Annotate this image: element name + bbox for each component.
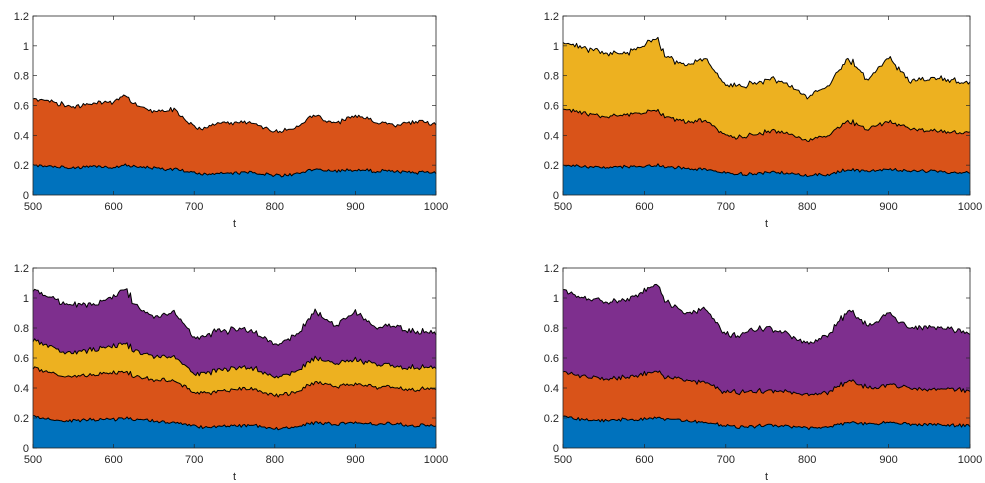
y-tick-label: 0.6 <box>544 353 559 365</box>
area-series-1 <box>33 163 436 195</box>
x-axis-label: t <box>765 218 768 230</box>
x-tick-label: 600 <box>635 454 653 466</box>
y-tick-label: 0.4 <box>544 383 559 395</box>
x-tick-label: 500 <box>554 454 572 466</box>
area-series-2 <box>563 370 970 430</box>
x-tick-label: 1000 <box>424 454 448 466</box>
y-tick-label: 1.2 <box>14 263 29 275</box>
y-tick-label: 1 <box>553 41 559 53</box>
panel-top-left: 500 600 700 800 900 1000 0 0.2 0.4 0.6 0.8 1 1.2 t <box>14 11 449 230</box>
y-tick-label: 0.8 <box>14 71 29 83</box>
y-tick-label: 0.2 <box>14 160 29 172</box>
x-tick-label: 700 <box>717 201 735 213</box>
area-series-1 <box>33 415 436 448</box>
x-tick-label: 1000 <box>424 201 448 213</box>
y-tick-label: 0.6 <box>544 101 559 113</box>
y-tick-label: 1.2 <box>544 11 559 23</box>
area-series-3 <box>563 37 970 142</box>
y-tick-label: 0.8 <box>544 71 559 83</box>
panel-bottom-left: 500 600 700 800 900 1000 0 0.2 0.4 0.6 0.8 1 1.2 t <box>14 263 449 483</box>
x-tick-label: 700 <box>185 454 203 466</box>
x-tick-label: 600 <box>104 454 122 466</box>
series-1-boundary-line <box>562 415 971 431</box>
area-series-2 <box>33 94 436 177</box>
area-series-3 <box>563 284 970 396</box>
series-1-boundary-line <box>562 163 971 178</box>
area-series-4 <box>33 288 436 378</box>
area-series-2 <box>33 366 436 430</box>
y-tick-label: 0.2 <box>14 413 29 425</box>
x-axis-label: t <box>233 471 236 483</box>
series-3-boundary-line <box>562 36 971 100</box>
y-tick-label: 0.8 <box>14 323 29 335</box>
x-tick-label: 600 <box>104 201 122 213</box>
y-tick-label: 1.2 <box>544 263 559 275</box>
y-tick-label: 1 <box>23 41 29 53</box>
x-tick-label: 1000 <box>958 454 982 466</box>
y-tick-label: 0 <box>23 190 29 202</box>
y-tick-label: 0 <box>23 443 29 455</box>
y-tick-label: 0.4 <box>14 383 29 395</box>
x-tick-label: 500 <box>24 201 42 213</box>
x-axis-label: t <box>233 218 236 230</box>
series-2-boundary-line <box>32 94 437 134</box>
y-tick-label: 0 <box>553 443 559 455</box>
series-3-boundary-line <box>32 338 437 379</box>
x-tick-label: 800 <box>798 201 816 213</box>
area-series-1 <box>563 163 970 195</box>
area-series-2 <box>563 109 970 177</box>
y-tick-label: 0.4 <box>14 130 29 142</box>
y-tick-label: 0.2 <box>544 413 559 425</box>
y-tick-label: 0.4 <box>544 130 559 142</box>
series-4-boundary-line <box>32 288 437 346</box>
y-tick-label: 1 <box>553 293 559 305</box>
series-2-boundary-line <box>32 366 437 398</box>
y-tick-label: 0 <box>553 190 559 202</box>
y-tick-label: 0.8 <box>544 323 559 335</box>
x-tick-label: 700 <box>717 454 735 466</box>
x-tick-label: 700 <box>185 201 203 213</box>
panel-top-right: 500 600 700 800 900 1000 0 0.2 0.4 0.6 0.8 1 1.2 t <box>544 11 983 230</box>
series-1-boundary-line <box>32 163 437 178</box>
series-2-boundary-line <box>562 108 971 143</box>
y-tick-label: 1.2 <box>14 11 29 23</box>
series-1-boundary-line <box>32 415 437 431</box>
x-tick-label: 800 <box>798 454 816 466</box>
x-tick-label: 900 <box>879 201 897 213</box>
x-tick-label: 600 <box>635 201 653 213</box>
x-tick-label: 800 <box>266 201 284 213</box>
y-tick-label: 0.6 <box>14 353 29 365</box>
y-tick-label: 0.2 <box>544 160 559 172</box>
series-2-boundary-line <box>562 370 971 397</box>
x-tick-label: 900 <box>346 201 364 213</box>
x-tick-label: 900 <box>879 454 897 466</box>
x-tick-label: 500 <box>554 201 572 213</box>
x-tick-label: 500 <box>24 454 42 466</box>
x-tick-label: 900 <box>346 454 364 466</box>
x-axis-label: t <box>765 471 768 483</box>
panel-bottom-right: 500 600 700 800 900 1000 0 0.2 0.4 0.6 0.8 1 1.2 t <box>544 263 983 483</box>
y-tick-label: 1 <box>23 293 29 305</box>
series-3-boundary-line <box>562 283 971 345</box>
y-tick-label: 0.6 <box>14 101 29 113</box>
x-tick-label: 1000 <box>958 201 982 213</box>
x-tick-label: 800 <box>266 454 284 466</box>
